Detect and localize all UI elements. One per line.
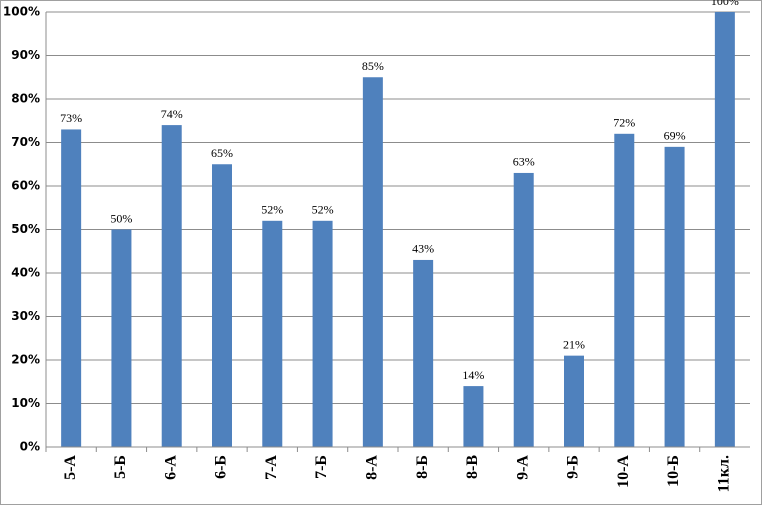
- x-tick-label: 9-А: [514, 455, 531, 480]
- y-tick-label: 30%: [11, 309, 40, 323]
- value-label: 63%: [513, 155, 535, 169]
- y-tick-label: 100%: [3, 5, 40, 19]
- value-label: 69%: [664, 129, 686, 143]
- x-tick-label: 9-Б: [565, 455, 582, 479]
- bar: [61, 129, 82, 447]
- bar: [664, 146, 685, 447]
- bar: [714, 12, 735, 447]
- y-tick-label: 70%: [11, 135, 40, 149]
- value-label: 50%: [110, 211, 132, 225]
- y-tick-label: 60%: [11, 179, 40, 193]
- x-tick-label: 5-А: [62, 455, 79, 480]
- bar: [111, 229, 132, 447]
- x-tick-label: 10-А: [615, 455, 632, 488]
- y-tick-label: 50%: [11, 222, 40, 236]
- bar: [513, 172, 534, 447]
- bar: [312, 220, 333, 447]
- value-label: 73%: [60, 111, 82, 125]
- bar: [161, 125, 182, 447]
- value-label: 85%: [362, 59, 384, 73]
- y-tick-label: 10%: [11, 396, 40, 410]
- bar: [212, 164, 232, 447]
- bar: [564, 355, 584, 447]
- y-tick-label: 0%: [20, 440, 40, 454]
- x-tick-label: 8-В: [464, 455, 481, 479]
- value-label: 14%: [462, 368, 484, 382]
- x-tick-label: 11кл.: [716, 455, 733, 492]
- value-label: 43%: [412, 242, 434, 256]
- y-tick-label: 20%: [11, 353, 40, 367]
- y-tick-label: 90%: [11, 48, 40, 62]
- x-tick-label: 7-А: [263, 455, 280, 480]
- x-tick-label: 8-Б: [414, 455, 431, 479]
- value-label: 72%: [613, 116, 635, 130]
- bar: [614, 133, 635, 448]
- bar: [413, 259, 434, 447]
- value-label: 52%: [312, 203, 334, 217]
- x-tick-label: 7-Б: [313, 455, 330, 479]
- value-label: 74%: [161, 107, 183, 121]
- x-tick-label: 8-А: [364, 455, 381, 480]
- x-tick-label: 5-Б: [112, 455, 129, 479]
- value-label: 65%: [211, 146, 233, 160]
- y-tick-label: 80%: [11, 92, 40, 106]
- value-label: 100%: [711, 0, 739, 8]
- bar: [362, 77, 383, 447]
- x-tick-label: 6-Б: [213, 455, 230, 479]
- x-tick-label: 6-А: [162, 455, 179, 480]
- y-tick-label: 40%: [11, 266, 40, 280]
- bar: [262, 220, 283, 447]
- bar: [463, 386, 484, 447]
- value-label: 21%: [563, 337, 585, 351]
- x-tick-label: 10-Б: [665, 455, 682, 487]
- value-label: 52%: [261, 203, 283, 217]
